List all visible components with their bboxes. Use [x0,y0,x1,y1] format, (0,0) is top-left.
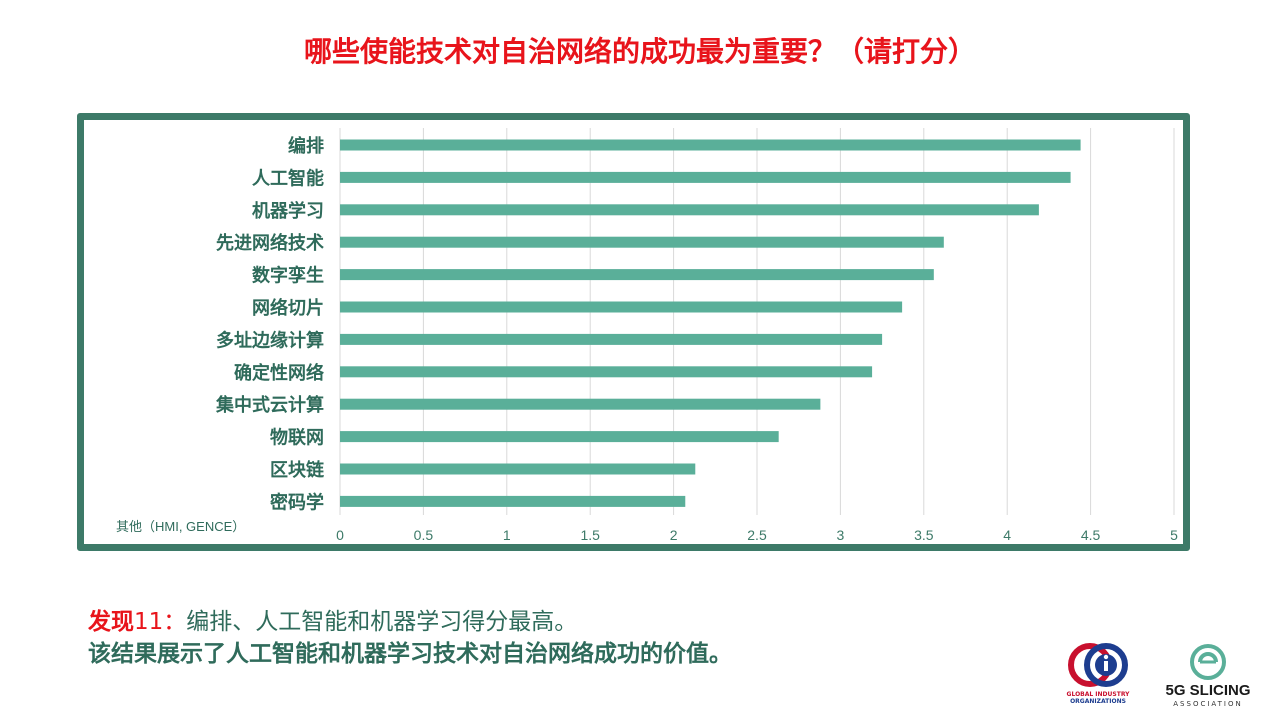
finding-label: 发现 [88,609,134,635]
5g-slicing-logo: 5G SLICING ASSOCIATION [1156,643,1260,713]
gio-caption-2: ORGANIZATIONS [1070,698,1126,705]
finding-text: 发现11：编排、人工智能和机器学习得分最高。 该结果展示了人工智能和机器学习技术… [88,606,732,670]
x-tick-label: 4 [1003,527,1011,543]
category-label: 机器学习 [252,200,324,222]
chart-bars [340,139,1081,507]
category-label: 集中式云计算 [215,394,324,416]
category-label: 密码学 [270,491,324,513]
5g-slicing-sub: ASSOCIATION [1173,700,1243,708]
x-tick-labels: 0 0.5 1 1.5 2 2.5 3 3.5 4 4.5 5 [336,527,1178,543]
finding-line2: 该结果展示了人工智能和机器学习技术对自治网络成功的价值。 [88,641,732,667]
x-tick-label: 2.5 [747,527,767,543]
bar [340,463,696,475]
x-tick-label: 0 [336,527,344,543]
gio-caption-1: GLOBAL INDUSTRY [1066,691,1130,698]
category-label: 编排 [288,135,324,157]
bar [340,398,821,410]
bar [340,366,873,378]
x-tick-label: 4.5 [1081,527,1101,543]
bar [340,204,1039,216]
bar [340,333,883,345]
bar [340,495,686,507]
bar [340,301,903,313]
chart-grid [339,128,1175,515]
category-label: 物联网 [270,427,324,449]
category-labels: 编排人工智能机器学习先进网络技术数字孪生网络切片多址边缘计算确定性网络集中式云计… [215,135,325,513]
gio-logo: GLOBAL INDUSTRY ORGANIZATIONS [1062,643,1134,709]
bar [340,171,1071,183]
x-tick-label: 0.5 [414,527,434,543]
bar [340,236,944,248]
category-label: 多址边缘计算 [216,329,324,351]
x-tick-label: 1.5 [580,527,600,543]
x-tick-label: 1 [503,527,511,543]
category-label: 人工智能 [252,167,324,189]
x-tick-label: 3 [837,527,845,543]
category-label: 网络切片 [252,297,324,319]
finding-line1: 编排、人工智能和机器学习得分最高。 [186,609,578,635]
category-label: 数字孪生 [252,265,324,287]
5g-slicing-name: 5G SLICING [1165,682,1251,699]
category-label: 确定性网络 [234,362,324,384]
slide-title: 哪些使能技术对自治网络的成功最为重要？（请打分） [303,35,976,68]
x-tick-label: 2 [670,527,678,543]
gio-logo-icon [1068,643,1128,687]
bar [340,431,779,443]
other-note: 其他（HMI, GENCE） [116,519,245,534]
5g-slicing-icon [1190,644,1226,680]
finding-number: 11： [134,609,187,635]
x-tick-label: 5 [1170,527,1178,543]
category-label: 先进网络技术 [216,232,324,254]
bar [340,139,1081,151]
x-tick-label: 3.5 [914,527,934,543]
category-label: 区块链 [270,459,325,481]
chart-frame [77,113,1190,551]
bar [340,269,934,281]
